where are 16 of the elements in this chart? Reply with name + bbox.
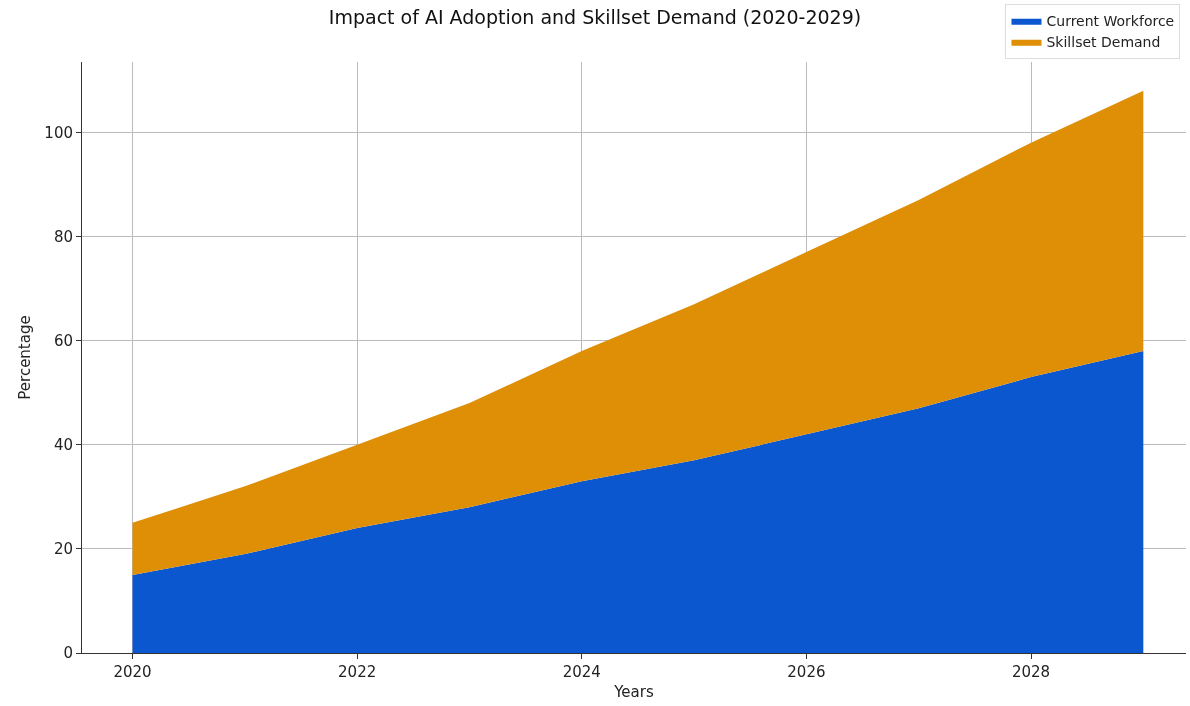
y-tick-label: 80 bbox=[53, 227, 73, 246]
y-tick-label: 60 bbox=[53, 331, 73, 350]
chart-title: Impact of AI Adoption and Skillset Demand (2020-2029) bbox=[328, 5, 862, 28]
x-tick-label: 2028 bbox=[1011, 663, 1051, 681]
y-axis-title: Percentage bbox=[15, 315, 34, 400]
x-axis-title: Years bbox=[613, 683, 654, 701]
x-tick-label: 2026 bbox=[787, 663, 826, 681]
legend-label: Skillset Demand bbox=[1046, 34, 1161, 51]
legend-label: Current Workforce bbox=[1046, 13, 1175, 30]
x-tick-label: 2024 bbox=[562, 663, 601, 681]
y-tick-label: 0 bbox=[63, 644, 73, 663]
x-tick-label: 2022 bbox=[338, 663, 377, 681]
y-tick-label: 20 bbox=[53, 540, 73, 559]
x-tick-label: 2020 bbox=[113, 663, 152, 681]
y-tick-label: 100 bbox=[44, 123, 73, 142]
y-tick-label: 40 bbox=[53, 435, 73, 454]
